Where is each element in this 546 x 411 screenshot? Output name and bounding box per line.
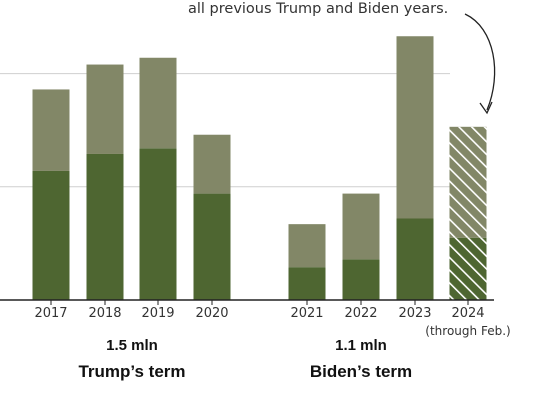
bar-2021-segment-0 (288, 267, 326, 300)
bar-2024-hatch-1 (449, 126, 487, 238)
biden-term-label: Biden’s term (310, 362, 412, 381)
annotation-arrow (464, 13, 496, 111)
bar-2017-segment-1 (32, 89, 70, 171)
tick-label-2024: 2024 (451, 306, 484, 321)
bar-2020-segment-1 (193, 134, 231, 194)
bar-2019-segment-1 (139, 57, 177, 149)
biden-total: 1.1 mln (335, 337, 387, 354)
tick-label-2020: 2020 (195, 306, 228, 321)
bar-2024-hatch-0 (449, 237, 487, 300)
trump-total: 1.5 mln (106, 337, 158, 354)
bar-2022-segment-0 (342, 259, 380, 300)
bar-2019-segment-0 (139, 148, 177, 300)
tick-label-2017: 2017 (34, 306, 67, 321)
bar-2022-segment-1 (342, 193, 380, 260)
bar-2017-segment-0 (32, 170, 70, 300)
bar-2023-segment-0 (396, 218, 434, 300)
bar-2020-segment-0 (193, 193, 231, 300)
bar-2023-segment-1 (396, 36, 434, 219)
trump-term-label: Trump’s term (78, 362, 185, 381)
bar-2018-segment-0 (86, 153, 124, 300)
tick-label-2018: 2018 (88, 306, 121, 321)
tick-note-2024: (through Feb.) (425, 324, 510, 338)
tick-label-2023: 2023 (398, 306, 431, 321)
annotation: all previous Trump and Biden years. (188, 1, 448, 17)
tick-label-2021: 2021 (290, 306, 323, 321)
bar-2021-segment-1 (288, 224, 326, 268)
tick-label-2022: 2022 (344, 306, 377, 321)
annotation-arrowhead (479, 101, 493, 115)
tick-label-2019: 2019 (141, 306, 174, 321)
bar-2018-segment-1 (86, 64, 124, 154)
